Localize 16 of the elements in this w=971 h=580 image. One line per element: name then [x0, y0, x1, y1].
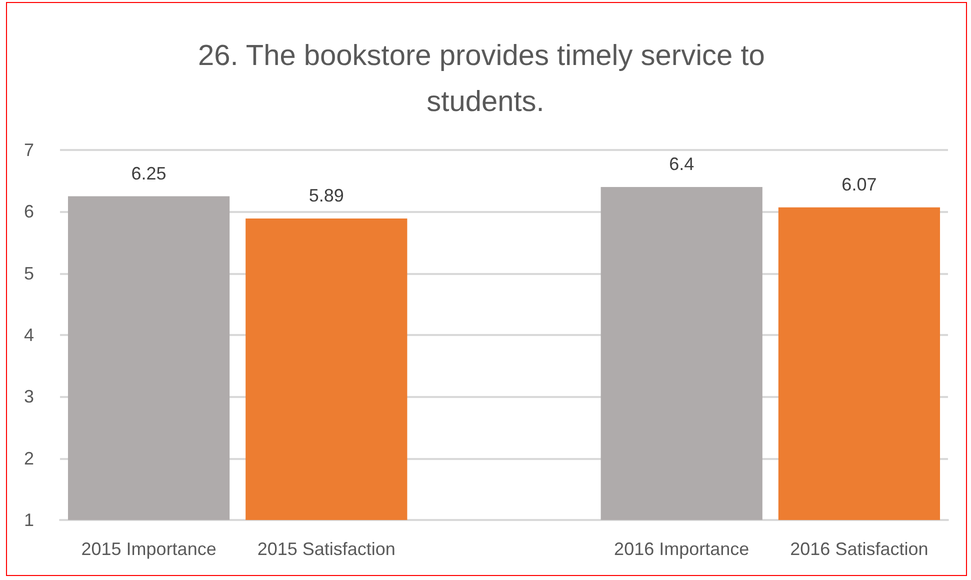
- chart-title: 26. The bookstore provides timely service to students.: [198, 40, 773, 118]
- data-label: 6.25: [131, 163, 166, 184]
- y-tick-label: 7: [24, 140, 34, 160]
- x-tick-label: 2015 Importance: [81, 539, 216, 559]
- y-tick-label: 6: [24, 202, 34, 222]
- data-label: 5.89: [308, 185, 344, 206]
- y-tick-label: 3: [24, 386, 34, 407]
- x-tick-label: 2016 Importance: [614, 539, 750, 559]
- x-tick-label: 2015 Satisfaction: [257, 539, 396, 559]
- data-label: 6.4: [669, 154, 694, 174]
- y-tick-label: 1: [24, 510, 34, 530]
- y-tick-label: 4: [24, 325, 34, 345]
- y-tick-label: 5: [24, 263, 34, 284]
- x-tick-label: 2016 Satisfaction: [790, 539, 928, 559]
- y-tick-label: 2: [24, 448, 34, 468]
- data-label: 6.07: [842, 174, 877, 194]
